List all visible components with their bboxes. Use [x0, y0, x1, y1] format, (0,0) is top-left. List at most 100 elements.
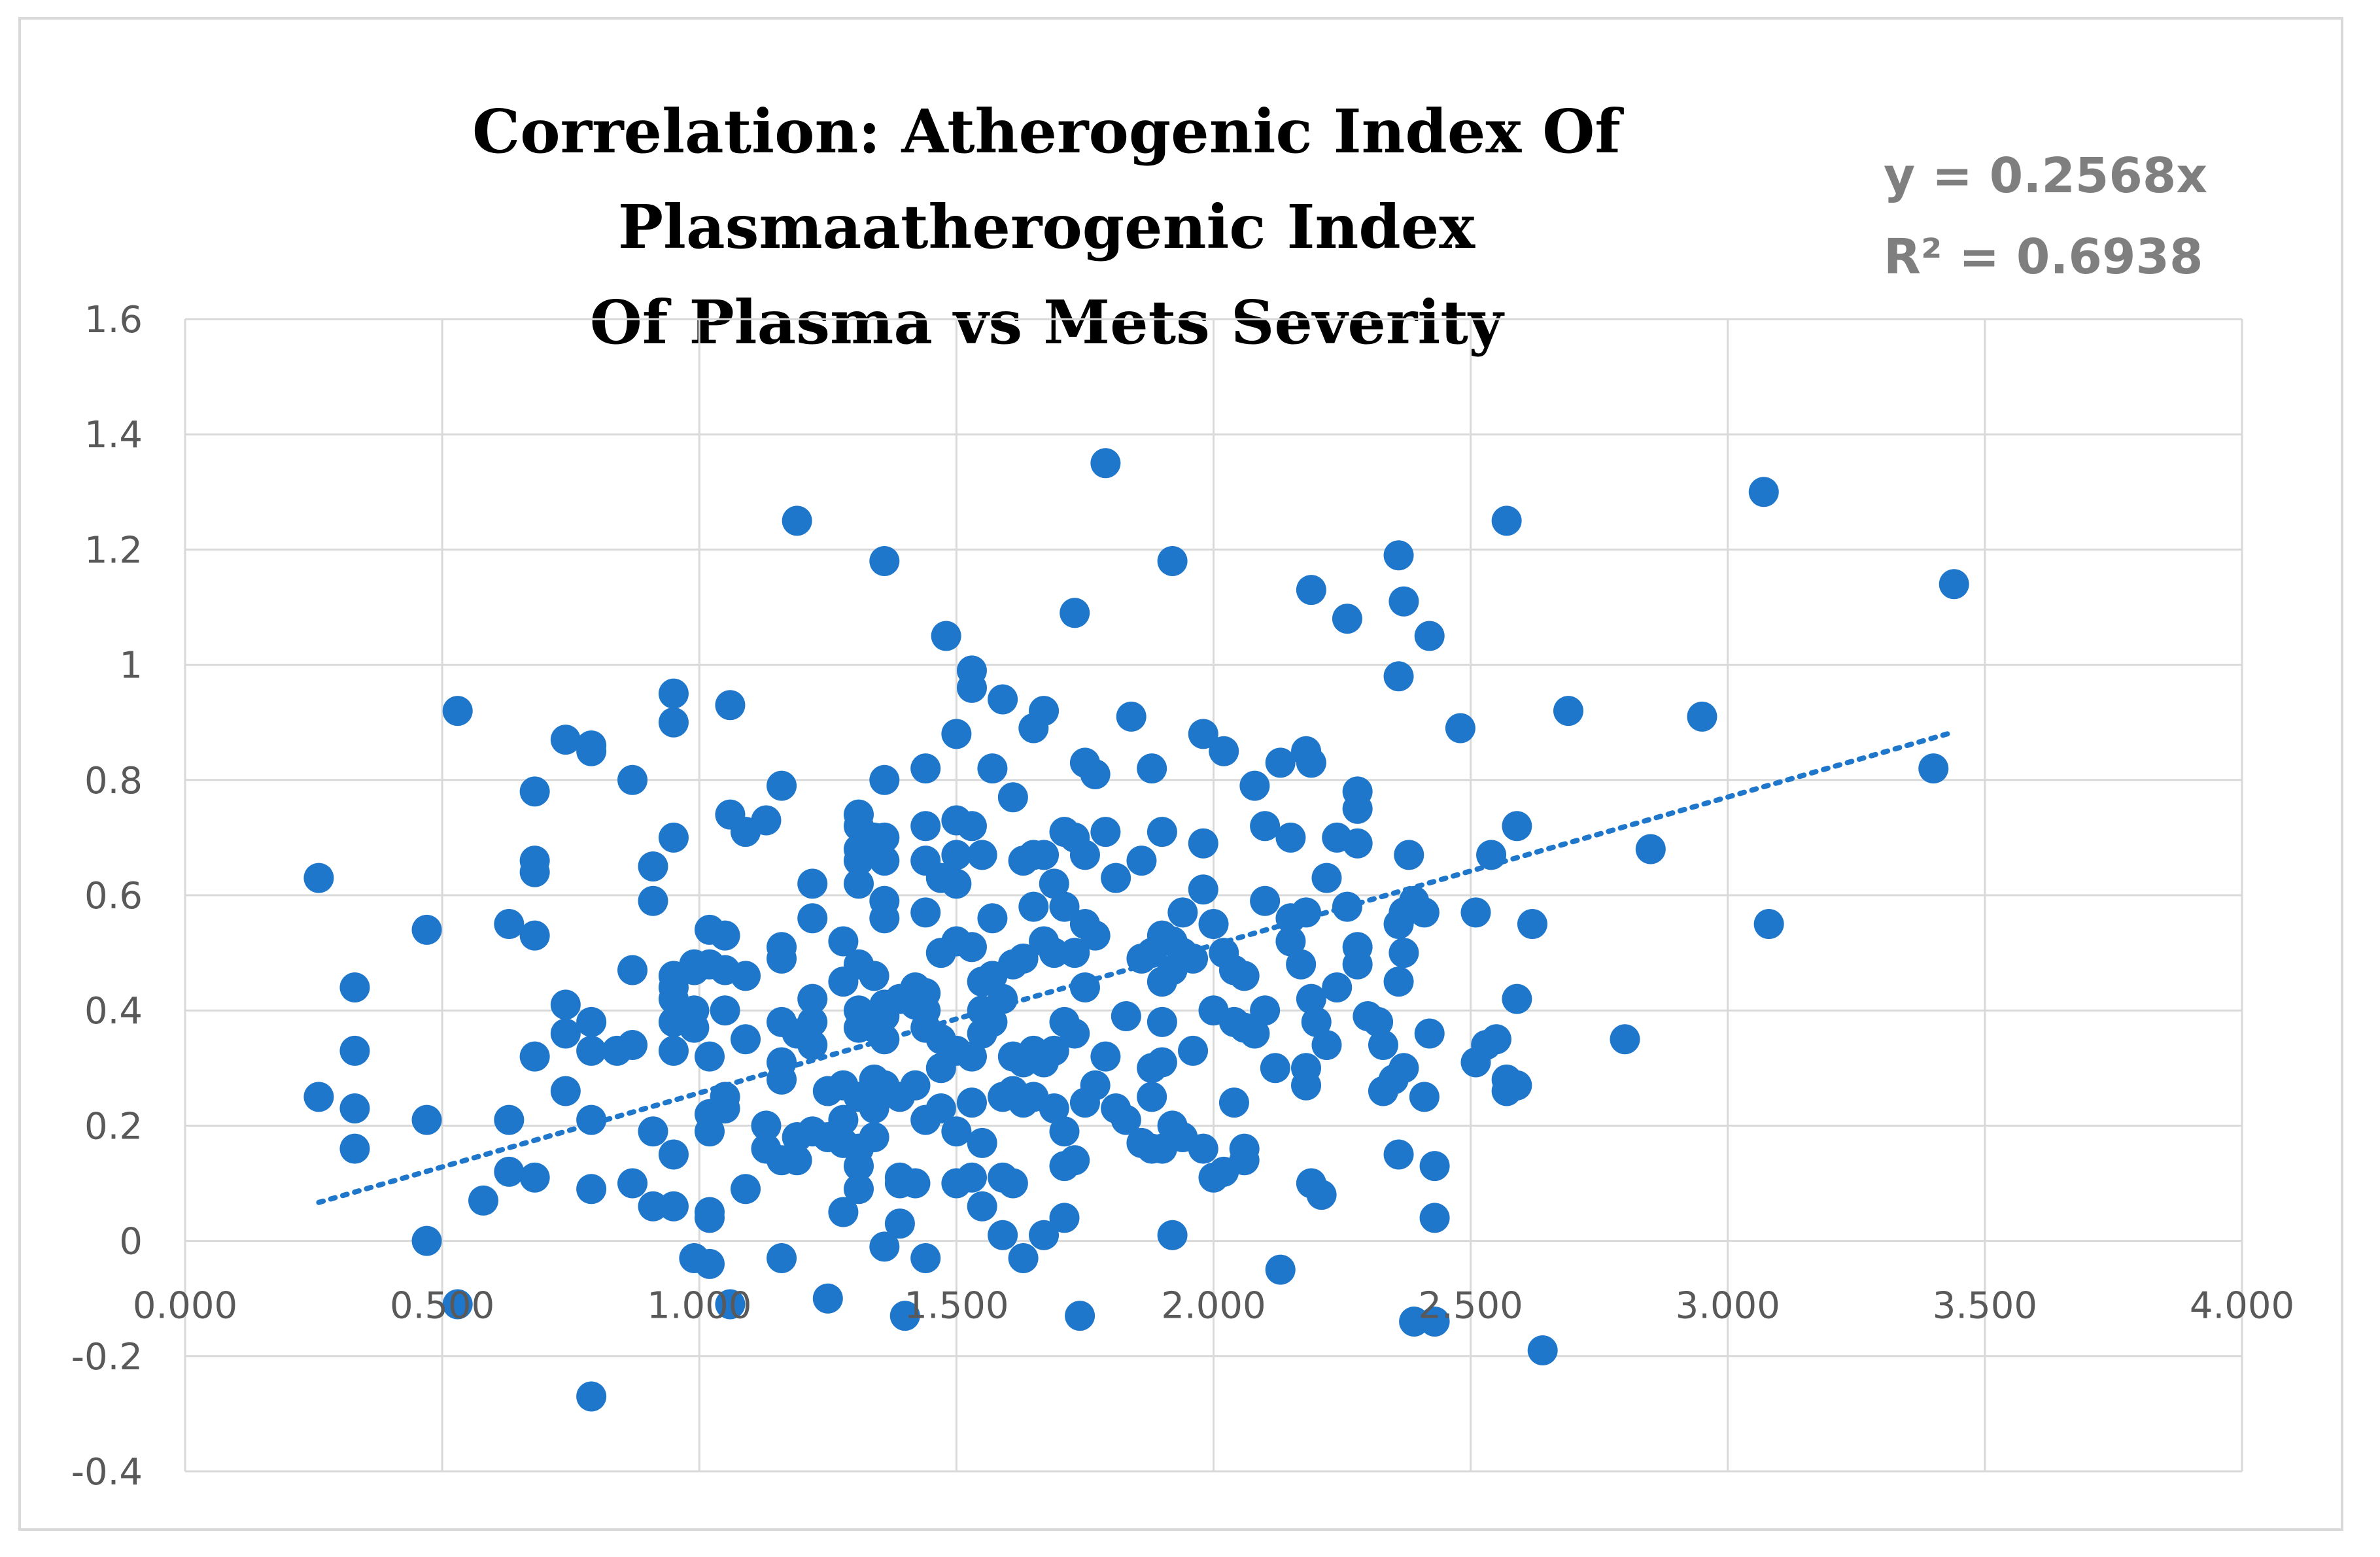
data-point — [576, 1381, 607, 1412]
data-point — [1178, 1035, 1209, 1066]
data-point — [1250, 885, 1281, 916]
data-point — [339, 1093, 370, 1123]
data-point — [828, 926, 859, 957]
data-point — [1502, 984, 1532, 1014]
y-tick-label: 1.6 — [84, 299, 143, 341]
y-tick-label: 0.2 — [84, 1105, 143, 1148]
x-tick-label: 0.500 — [390, 1285, 494, 1327]
data-point — [638, 851, 668, 881]
data-point — [977, 753, 1008, 784]
data-point — [694, 1116, 725, 1147]
data-point — [910, 811, 941, 842]
trendline — [316, 729, 1957, 1205]
y-tick-label: -0.2 — [71, 1336, 143, 1378]
data-point — [519, 1162, 550, 1193]
x-tick-label: 2.000 — [1161, 1285, 1266, 1327]
data-point — [767, 770, 797, 801]
data-point — [1286, 949, 1317, 980]
x-tick-label: 1.500 — [904, 1285, 1009, 1327]
data-point — [1229, 961, 1260, 991]
data-point — [1491, 505, 1522, 536]
data-point — [1218, 1087, 1249, 1118]
data-point — [1342, 828, 1373, 859]
data-point — [576, 736, 607, 766]
data-point — [1553, 696, 1584, 727]
data-point — [767, 1243, 797, 1274]
data-point — [997, 1168, 1028, 1199]
data-point — [910, 753, 941, 784]
data-point — [1383, 967, 1414, 997]
data-point — [797, 984, 828, 1014]
x-tick-label: 2.500 — [1418, 1285, 1523, 1327]
data-point — [1275, 926, 1306, 957]
data-point — [1296, 747, 1326, 778]
data-point — [828, 1197, 859, 1227]
x-tick-label: 4.000 — [2190, 1285, 2294, 1327]
data-point — [442, 1289, 473, 1320]
data-point — [1029, 696, 1060, 727]
data-point — [1039, 1035, 1069, 1066]
data-point — [884, 1208, 915, 1239]
data-point — [1069, 840, 1100, 870]
data-point — [1388, 586, 1419, 617]
data-point — [1029, 1220, 1060, 1250]
data-point — [1137, 1082, 1167, 1112]
data-point — [1291, 897, 1322, 928]
data-point — [1147, 817, 1177, 847]
data-point — [1239, 770, 1270, 801]
data-point — [1060, 1145, 1090, 1176]
data-point — [1039, 1093, 1069, 1123]
data-point — [303, 863, 334, 893]
data-point — [931, 621, 961, 651]
data-point — [1275, 822, 1306, 853]
data-point — [1419, 1203, 1450, 1233]
data-point — [1265, 1254, 1296, 1285]
data-point — [519, 920, 550, 951]
data-point — [843, 1151, 874, 1182]
data-point — [869, 822, 900, 853]
data-point — [1229, 1145, 1260, 1176]
data-point — [494, 1104, 525, 1135]
data-point — [900, 1168, 931, 1199]
data-point — [1291, 1070, 1322, 1101]
data-point — [1137, 753, 1167, 784]
data-point — [1090, 448, 1121, 479]
data-point — [658, 678, 689, 709]
data-point — [1049, 891, 1080, 922]
data-point — [843, 846, 874, 876]
data-point — [658, 707, 689, 738]
data-point — [1018, 891, 1049, 922]
data-point — [869, 546, 900, 577]
data-point — [1157, 1220, 1188, 1250]
data-point — [411, 1225, 442, 1256]
data-point — [519, 776, 550, 807]
data-point — [658, 1035, 689, 1066]
data-point — [1060, 938, 1090, 968]
data-point — [303, 1082, 334, 1112]
data-point — [1939, 569, 1969, 600]
data-point — [550, 1018, 581, 1049]
data-point — [797, 868, 828, 899]
data-point — [797, 903, 828, 934]
data-point — [859, 1122, 889, 1153]
data-point — [339, 1133, 370, 1164]
data-point — [1687, 701, 1717, 732]
x-tick-label: 3.500 — [1933, 1285, 2037, 1327]
data-point — [1126, 846, 1157, 876]
data-point — [1383, 1139, 1414, 1170]
data-point — [468, 1185, 499, 1216]
data-point — [1198, 909, 1229, 940]
data-point — [1250, 995, 1281, 1026]
data-point — [941, 719, 972, 749]
data-point — [638, 1116, 668, 1147]
data-point — [1265, 747, 1296, 778]
data-point — [1414, 1018, 1445, 1049]
data-point — [1039, 938, 1069, 968]
data-point — [1049, 1116, 1080, 1147]
data-point — [1060, 598, 1090, 628]
data-point — [889, 1301, 920, 1331]
data-point — [956, 1041, 987, 1072]
data-point — [679, 1012, 710, 1043]
data-point — [519, 1041, 550, 1072]
